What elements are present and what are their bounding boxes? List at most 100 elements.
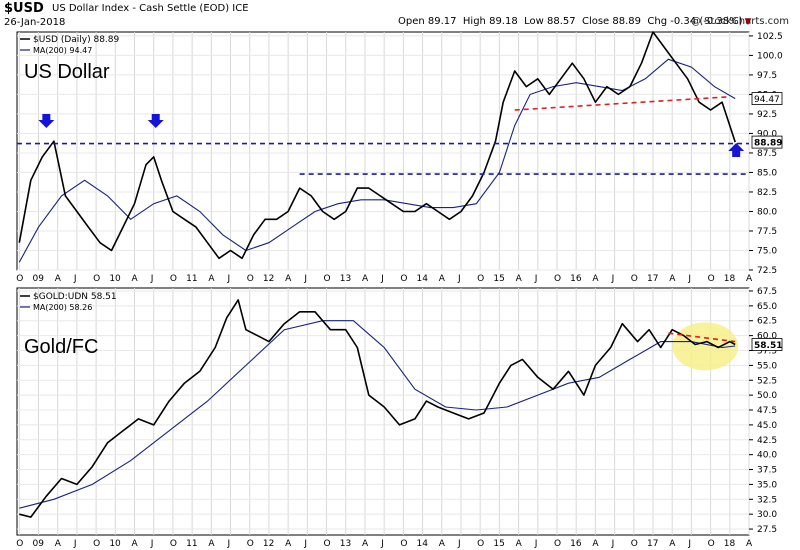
plot-frame	[16, 287, 750, 536]
x-tick-label: 11	[186, 539, 197, 549]
x-tick-label: J	[380, 539, 384, 549]
y-tick-label: 80.0	[757, 207, 777, 217]
last-value-label: 88.89	[754, 139, 782, 149]
y-tick-label: 45.0	[757, 421, 777, 431]
x-tick-label: O	[554, 539, 561, 549]
y-tick-label: 87.5	[757, 149, 777, 159]
x-tick-label: J	[687, 274, 691, 284]
x-tick-label: A	[669, 539, 676, 549]
x-tick-label: A	[746, 274, 753, 284]
x-tick-label: O	[477, 274, 484, 284]
last-value-tag	[751, 338, 783, 351]
x-tick-label: J	[227, 274, 231, 284]
x-tick-label: O	[477, 539, 484, 549]
x-tick-label: 16	[570, 274, 582, 284]
x-tick-label: O	[708, 274, 715, 284]
legend-ma-label: MA(200) 58.26	[33, 303, 92, 312]
x-tick-label: 14	[417, 274, 429, 284]
x-tick-label: O	[16, 539, 23, 549]
high-label: High	[462, 16, 486, 27]
x-tick-label: O	[400, 274, 407, 284]
panel-title-us-dollar: US Dollar	[24, 61, 110, 83]
x-tick-label: 14	[417, 539, 429, 549]
y-tick-label: 102.5	[757, 32, 783, 42]
x-tick-label: A	[746, 539, 753, 549]
x-tick-label: O	[93, 539, 100, 549]
y-tick-label: 42.5	[757, 436, 777, 446]
down-arrow-icon	[147, 114, 164, 128]
x-tick-label: O	[400, 539, 407, 549]
panel-title-gold-fc: Gold/FC	[24, 336, 98, 358]
chg-label: Chg	[647, 16, 668, 27]
last-value-label: 58.51	[754, 341, 782, 351]
x-tick-label: O	[708, 539, 715, 549]
open-value: 89.17	[427, 16, 457, 27]
chart-date: 26-Jan-2018	[4, 17, 66, 28]
x-tick-label: J	[227, 539, 231, 549]
x-tick-label: J	[73, 274, 77, 284]
x-tick-label: J	[150, 274, 154, 284]
price-line	[19, 299, 736, 518]
y-tick-label: 72.5	[757, 266, 777, 276]
legend-ma-label: MA(200) 94.47	[33, 46, 92, 55]
x-tick-label: A	[285, 274, 292, 284]
low-label: Low	[524, 16, 544, 27]
x-tick-label: O	[16, 274, 23, 284]
high-value: 89.18	[489, 16, 518, 27]
y-tick-label: 92.5	[757, 110, 777, 120]
trend-red-dashed-line	[668, 332, 736, 343]
x-tick-label: 12	[263, 539, 274, 549]
chart-description: US Dollar Index - Cash Settle (EOD) ICE	[52, 3, 249, 14]
down-arrow-icon: ▼	[744, 17, 752, 27]
last-value-tag	[751, 135, 783, 149]
x-tick-label: 13	[340, 539, 351, 549]
x-tick-label: J	[534, 539, 538, 549]
price-line	[18, 31, 736, 260]
x-tick-label: O	[631, 539, 638, 549]
y-tick-label: 47.5	[757, 406, 777, 416]
x-tick-label: 17	[647, 274, 658, 284]
x-tick-label: 10	[109, 274, 121, 284]
x-tick-label: O	[170, 539, 177, 549]
up-arrow-icon	[728, 143, 745, 157]
x-tick-label: A	[55, 274, 62, 284]
close-label: Close	[581, 16, 610, 27]
x-tick-label: A	[439, 539, 446, 549]
stockcharts-watermark: @ StockCharts.com	[690, 16, 789, 27]
ma-value-tag	[751, 92, 783, 105]
ma-value-label: 94.47	[754, 95, 780, 105]
y-tick-label: 37.5	[757, 466, 777, 476]
low-value: 88.57	[546, 16, 576, 27]
x-tick-label: J	[611, 539, 615, 549]
gold-panel: O 09 A J O 10 A J O 11 A J O 12 A J O 13 A J O 14 A J O 15 A J O 16 A J…	[16, 287, 782, 549]
legend-price-label: $USD (Daily) 88.89	[33, 35, 120, 45]
open-label: Open	[398, 16, 425, 27]
y-tick-label: 35.0	[757, 480, 777, 490]
x-tick-label: A	[132, 539, 139, 549]
x-tick-label: O	[247, 539, 254, 549]
x-tick-label: A	[55, 539, 62, 549]
y-tick-label: 77.5	[757, 227, 777, 237]
x-tick-label: O	[631, 274, 638, 284]
x-tick-label: J	[687, 539, 691, 549]
x-tick-label: 16	[570, 539, 582, 549]
x-tick-label: A	[208, 539, 215, 549]
x-tick-label: A	[362, 539, 369, 549]
chg-value: -0.34 (-0.38%)	[670, 16, 743, 27]
x-tick-label: 15	[493, 274, 504, 284]
x-tick-label: 12	[263, 274, 274, 284]
usd-panel: O 09 A J O 10 A J O 11 A J O 12 A J O 13 A J O 14 A J O 15 A J O 16 A J…	[16, 31, 783, 284]
x-tick-label: A	[516, 274, 523, 284]
y-tick-label: 60.0	[757, 332, 777, 342]
trend-red-dashed-line	[514, 95, 730, 111]
x-tick-label: 10	[109, 539, 121, 549]
x-tick-label: J	[457, 274, 461, 284]
y-tick-label: 85.0	[757, 168, 777, 178]
y-tick-label: 50.0	[757, 391, 777, 401]
y-tick-label: 57.5	[757, 346, 777, 356]
x-tick-label: 18	[724, 539, 736, 549]
y-tick-label: 97.5	[757, 71, 777, 81]
x-tick-label: J	[150, 539, 154, 549]
x-tick-label: O	[554, 274, 561, 284]
